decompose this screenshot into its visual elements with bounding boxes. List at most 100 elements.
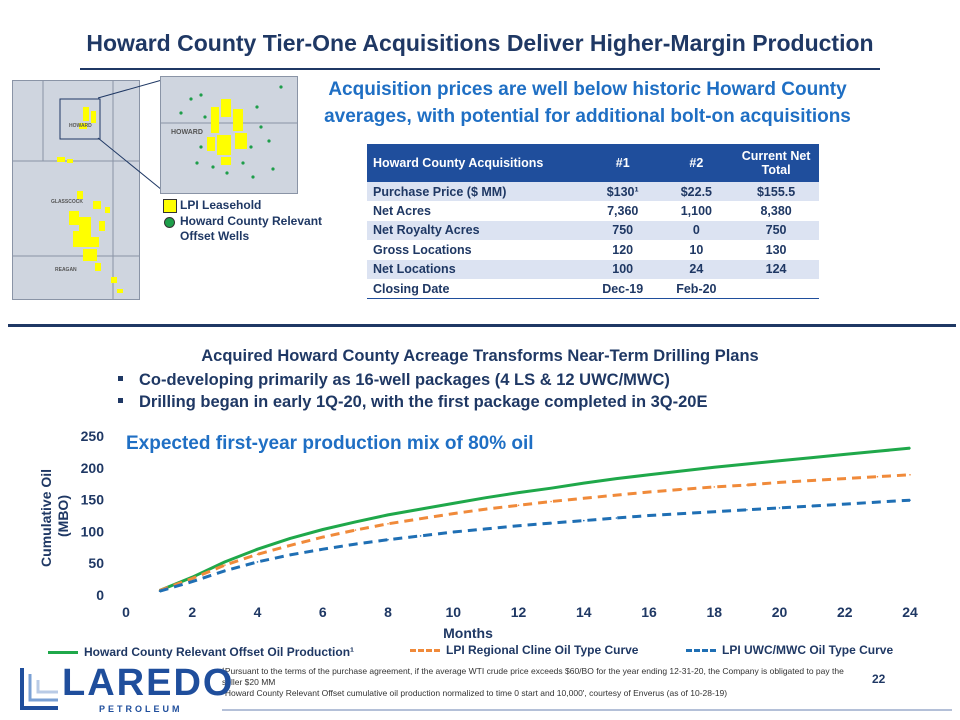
series-line-1	[159, 446, 911, 592]
legend-label: LPI Regional Cline Oil Type Curve	[446, 643, 639, 657]
data-point	[256, 548, 259, 550]
data-point	[517, 491, 520, 494]
x-tick-label: 12	[511, 604, 527, 620]
legend-label: Howard County Relevant Offset Oil Produc…	[84, 645, 355, 659]
x-tick-label: 16	[641, 604, 657, 620]
data-point	[680, 470, 683, 472]
table-cell: 7,360	[607, 204, 639, 219]
table-row: Closing Date Dec-19 Feb-20	[367, 278, 819, 300]
data-point	[419, 508, 422, 510]
legend-dashed-line	[410, 649, 440, 653]
legend-label: LPI UWC/MWC Oil Type Curve	[722, 643, 894, 657]
table-cell: 1,100	[680, 204, 712, 219]
data-point	[452, 512, 455, 515]
data-point	[909, 447, 911, 449]
data-point	[811, 456, 813, 459]
table-cell	[733, 278, 819, 300]
data-point	[876, 450, 879, 453]
footnote-2: ²Howard County Relevant Offset cumulativ…	[222, 688, 728, 698]
bullet-item: Drilling began in early 1Q-20, with the …	[118, 393, 708, 412]
table-row: Net Royalty Acres 750 0 750	[367, 220, 819, 241]
data-point	[778, 507, 781, 509]
data-point	[354, 529, 357, 531]
table-cell: 24	[659, 259, 734, 279]
data-point	[387, 538, 389, 541]
table-row: Purchase Price ($ MM) $130¹ $22.5 $155.5	[367, 182, 819, 202]
data-point	[648, 491, 650, 493]
data-point	[485, 528, 487, 530]
x-tick-label: 20	[772, 604, 788, 620]
data-point	[322, 536, 324, 538]
data-point	[844, 503, 846, 505]
zoom-connector	[97, 79, 163, 191]
y-tick-label: 250	[81, 428, 105, 444]
data-point	[224, 564, 226, 566]
footnote-1: ¹Pursuant to the terms of the purchase a…	[222, 666, 844, 687]
table-row: Net Locations 100 24 124	[367, 259, 819, 279]
x-tick-label: 10	[445, 604, 461, 620]
data-point	[289, 544, 291, 547]
data-point	[387, 523, 389, 525]
bullet-text: Drilling began in early 1Q-20, with the …	[139, 393, 708, 411]
data-point	[256, 553, 259, 556]
x-tick-label: 2	[188, 604, 196, 620]
y-tick-label: 50	[88, 555, 104, 571]
x-tick-label: 8	[384, 604, 392, 620]
leasehold-legend-label: LPI Leasehold	[180, 198, 262, 212]
bullet-text: Co-developing primarily as 16-well packa…	[139, 371, 670, 389]
y-axis-label: Cumulative Oil (MBO)	[38, 465, 71, 567]
legend-solid-line	[48, 651, 78, 655]
table-cell: Gross Locations	[373, 242, 472, 257]
inset-county-label: HOWARD	[171, 129, 203, 136]
table-row: Gross Locations 120 10 130	[367, 240, 819, 259]
data-point	[224, 561, 226, 563]
data-point	[746, 463, 748, 465]
data-point	[289, 537, 291, 540]
data-point	[583, 482, 585, 484]
table-cell: 130	[765, 242, 787, 257]
x-tick-label: 0	[122, 604, 130, 620]
data-point	[680, 512, 683, 515]
data-point	[811, 479, 813, 482]
series-line-3	[159, 498, 911, 593]
data-point	[583, 497, 585, 500]
data-point	[811, 505, 813, 507]
table-cell: 10	[689, 242, 704, 257]
table-cell: Dec-19	[585, 278, 660, 300]
table-cell: 750	[733, 220, 819, 241]
county-label-reagan: REAGAN	[55, 267, 77, 273]
data-point	[909, 474, 911, 476]
y-tick-label: 200	[81, 460, 105, 476]
data-point	[746, 509, 748, 511]
data-point	[387, 514, 389, 516]
data-point	[158, 590, 161, 592]
data-point	[680, 488, 683, 491]
drilling-plans-heading: Acquired Howard County Acreage Transform…	[201, 347, 759, 365]
data-point	[615, 494, 618, 496]
table-cell: 100	[585, 259, 660, 279]
title-divider	[80, 68, 880, 70]
section-divider	[8, 324, 956, 327]
data-point	[876, 475, 879, 478]
leasehold-legend-swatch	[163, 199, 177, 213]
table-header-cell: #1	[585, 144, 660, 182]
table-row: Net Acres 7,360 1,100 8,380	[367, 201, 819, 220]
series-line-2	[159, 473, 911, 592]
data-point	[648, 474, 650, 476]
table-header-cell: Howard County Acquisitions	[367, 144, 586, 182]
logo-wordmark: LAREDO	[62, 662, 235, 704]
table-cell: 0	[659, 220, 734, 241]
table-cell: 750	[585, 220, 660, 241]
data-point	[452, 531, 455, 533]
y-axis-label-line2: (MBO)	[55, 495, 71, 537]
offset-wells-legend-swatch	[164, 217, 175, 228]
offset-wells-legend-label: Howard County Relevant Offset Wells	[180, 214, 323, 243]
data-point	[615, 517, 618, 519]
table-cell: 120	[612, 242, 634, 257]
data-point	[550, 522, 552, 524]
logo-subtext: PETROLEUM	[99, 704, 183, 714]
x-tick-label: 14	[576, 604, 592, 620]
table-header-row: Howard County Acquisitions #1 #2 Current…	[367, 144, 819, 182]
table-cell: $155.5	[733, 182, 819, 202]
table-cell: 124	[733, 259, 819, 279]
